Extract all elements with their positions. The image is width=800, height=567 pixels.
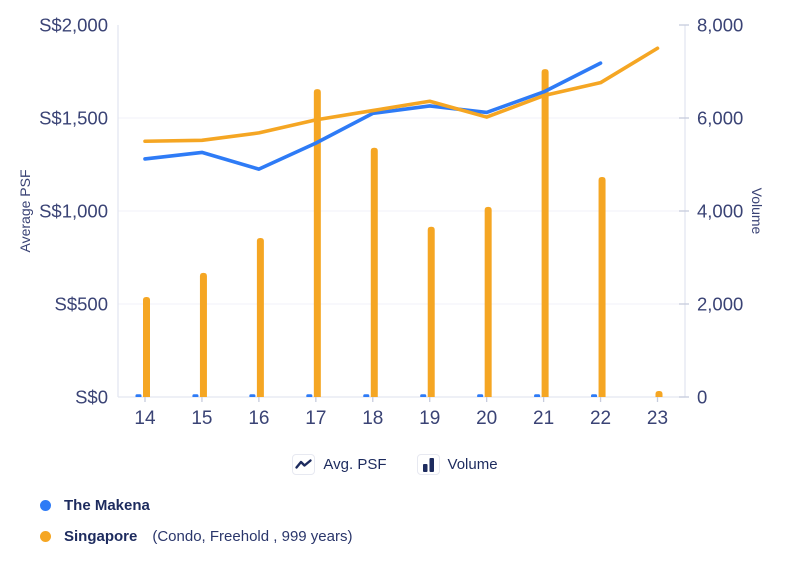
the-volume-bar[interactable] — [306, 394, 313, 397]
series-item-singapore[interactable]: Singapore (Condo, Freehold , 999 years) — [40, 528, 800, 545]
y-right-axis-title: Volume — [749, 188, 765, 235]
orange-dot-icon — [40, 531, 51, 542]
y-left-axis-title: Average PSF — [17, 169, 33, 252]
blue-dot-icon — [40, 500, 51, 511]
y-right-tick-label: 2,000 — [697, 293, 743, 314]
singapore-volume-bar[interactable] — [199, 272, 207, 397]
y-left-tick-label: S$1,000 — [39, 200, 108, 221]
x-axis-tick-label: 19 — [419, 408, 440, 429]
singapore-volume-bar[interactable] — [484, 206, 492, 397]
the-volume-bar[interactable] — [534, 394, 541, 397]
x-axis-tick-label: 18 — [362, 408, 383, 429]
singapore-volume-bar[interactable] — [313, 89, 321, 398]
x-axis-tick-label: 17 — [305, 408, 326, 429]
x-axis-tick-label: 21 — [533, 408, 554, 429]
bar-chart-icon — [416, 454, 440, 475]
chart-legend: Avg. PSF Volume — [0, 454, 800, 475]
the-volume-bar[interactable] — [420, 394, 427, 397]
x-axis-tick-label: 20 — [476, 408, 497, 429]
x-axis-tick-label: 23 — [647, 408, 668, 429]
the-volume-bar[interactable] — [192, 394, 199, 397]
series-name: Singapore — [64, 528, 138, 545]
y-right-tick-label: 4,000 — [697, 200, 743, 221]
series-item-the-makena[interactable]: The Makena — [40, 497, 800, 514]
x-axis-tick-label: 15 — [191, 408, 212, 429]
singapore-volume-bar[interactable] — [256, 237, 264, 397]
x-axis-tick-label: 16 — [248, 408, 269, 429]
y-right-tick-label: 0 — [697, 386, 707, 407]
psf-volume-chart: S$2,000 S$1,500 S$1,000 S$500 S$0 8,000 6,000 4… — [17, 14, 765, 429]
the-volume-bar[interactable] — [249, 394, 256, 397]
singapore-volume-bar[interactable] — [143, 297, 150, 397]
singapore-volume-bar[interactable] — [427, 226, 435, 397]
legend-avg-psf-label: Avg. PSF — [323, 456, 387, 473]
the-volume-bar[interactable] — [477, 394, 484, 397]
y-left-tick-label: S$2,000 — [39, 14, 108, 35]
y-left-tick-label: S$1,500 — [39, 107, 108, 128]
series-name: The Makena — [64, 497, 150, 514]
y-right-tick-label: 8,000 — [697, 14, 743, 35]
the-psf-line[interactable] — [143, 61, 603, 171]
series-legend: The Makena Singapore (Condo, Freehold , … — [40, 497, 800, 545]
legend-volume[interactable]: Volume — [416, 454, 498, 475]
legend-volume-label: Volume — [447, 456, 498, 473]
x-axis-tick-label: 22 — [590, 408, 611, 429]
the-volume-bar[interactable] — [591, 394, 598, 397]
y-left-tick-label: S$500 — [55, 293, 109, 314]
singapore-volume-bar[interactable] — [598, 177, 606, 397]
singapore-volume-bar[interactable] — [541, 69, 549, 398]
line-chart-icon — [292, 454, 316, 475]
y-left-tick-label: S$0 — [75, 386, 108, 407]
y-right-tick-label: 6,000 — [697, 107, 743, 128]
singapore-volume-bar[interactable] — [370, 147, 378, 397]
singapore-psf-line[interactable] — [143, 46, 660, 144]
legend-avg-psf[interactable]: Avg. PSF — [292, 454, 387, 475]
the-volume-bar[interactable] — [135, 394, 142, 397]
singapore-volume-bar[interactable] — [655, 390, 663, 397]
x-axis-tick-label: 14 — [134, 408, 156, 429]
series-detail: (Condo, Freehold , 999 years) — [152, 528, 353, 545]
the-volume-bar[interactable] — [363, 394, 370, 397]
